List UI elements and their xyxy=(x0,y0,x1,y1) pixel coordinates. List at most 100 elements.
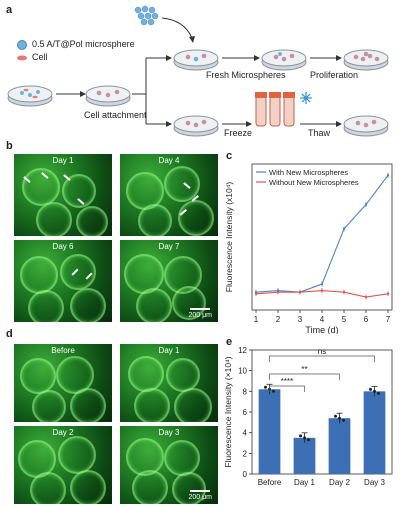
y-axis-label-e: Fluorescence Intensity (×10⁴) xyxy=(223,356,233,467)
freeze-dish-icon xyxy=(173,115,219,137)
x-axis-label-c: Time (d) xyxy=(305,325,338,334)
bar-e xyxy=(293,437,316,474)
x-tick-label-c: 1 xyxy=(254,315,259,324)
data-point-e xyxy=(373,389,376,393)
data-point-c xyxy=(320,282,324,286)
fresh-dish-icon xyxy=(173,49,219,71)
x-tick-label-e: Day 1 xyxy=(294,478,315,487)
scale-label-d: 200 μm xyxy=(188,494,213,501)
bar-chart-e: 0 2 4 6 8 10 12 Fluorescence Intensity (×10⁴) Be… xyxy=(223,346,393,487)
data-point-c xyxy=(320,289,324,292)
micrograph-d-day2: Day 2 xyxy=(14,426,112,504)
bar-e xyxy=(258,389,281,474)
x-tick-label-c: 5 xyxy=(342,315,347,324)
x-tick-label-c: 6 xyxy=(364,315,369,324)
new-microspheres-icon xyxy=(134,5,159,26)
data-point-e xyxy=(369,387,372,391)
label-b-day7: Day 7 xyxy=(158,242,180,251)
cryovial-icon xyxy=(255,92,295,127)
series-line-1 xyxy=(255,175,389,293)
attachment-dish-icon xyxy=(85,85,131,107)
micrograph-b-day7: Day 7 200 μm xyxy=(120,240,218,322)
line-chart-c: 1 2 3 4 5 6 7 Time (d) Fluorescence Intensity (x… xyxy=(224,163,393,334)
schematic-diagram xyxy=(7,5,389,137)
y-tick-label-e: 0 xyxy=(243,470,248,479)
panel-label-c: c xyxy=(226,150,233,162)
legend-cell-text: Cell xyxy=(32,52,48,62)
y-tick-label-e: 6 xyxy=(243,408,248,417)
cell-attachment-text: Cell attachment xyxy=(84,110,147,120)
x-tick-label-e: Day 2 xyxy=(329,478,350,487)
y-tick-label-e: 8 xyxy=(243,387,248,396)
thaw-dish-icon xyxy=(343,115,389,137)
thaw-text: Thaw xyxy=(308,128,331,138)
bar-e xyxy=(328,418,351,474)
label-b-day6: Day 6 xyxy=(52,242,74,251)
data-point-e xyxy=(307,438,310,442)
x-tick-label-e: Day 3 xyxy=(364,478,385,487)
x-tick-label-c: 3 xyxy=(298,315,303,324)
data-point-c xyxy=(298,290,302,294)
snowflake-icon xyxy=(300,92,312,104)
label-b-day4: Day 4 xyxy=(158,156,180,165)
label-d-day3: Day 3 xyxy=(158,428,180,437)
panel-label-e: e xyxy=(226,336,233,348)
proliferation-dish-icon xyxy=(343,49,389,71)
data-point-c xyxy=(342,227,346,231)
initial-dish-icon xyxy=(7,85,53,107)
fresh-microspheres-text: Fresh Microspheres xyxy=(206,70,286,80)
data-point-c xyxy=(364,203,368,206)
x-tick-label-e: Before xyxy=(258,478,282,487)
data-point-c xyxy=(254,292,258,295)
micrograph-d-day1: Day 1 xyxy=(120,344,218,422)
cell-legend-icon xyxy=(17,55,27,61)
micrograph-d-day3: Day 3 200 μm xyxy=(120,426,218,504)
data-point-e xyxy=(377,391,380,395)
label-b-day1: Day 1 xyxy=(52,156,74,165)
micrograph-b-day4: Day 4 xyxy=(120,154,218,236)
microsphere-legend-icon xyxy=(17,40,27,50)
label-d-day1: Day 1 xyxy=(158,346,180,355)
x-tick-label-c: 4 xyxy=(320,315,325,324)
micrograph-b-day1: Day 1 xyxy=(14,154,112,236)
y-axis-label-c: Fluorescence Intensity (x10⁴) xyxy=(224,182,234,293)
scale-bar-d xyxy=(190,490,210,492)
label-d-before: Before xyxy=(51,346,75,355)
y-tick-label-e: 10 xyxy=(238,367,247,376)
scale-label-b: 200 μm xyxy=(188,312,213,319)
panel-label-d: d xyxy=(6,328,13,340)
data-point-c xyxy=(386,174,390,177)
mixed-dish-icon xyxy=(261,49,307,71)
data-point-c xyxy=(364,295,368,299)
scale-bar-b xyxy=(190,308,210,310)
micrograph-b-day6: Day 6 xyxy=(14,240,112,322)
label-d-day2: Day 2 xyxy=(52,428,74,437)
significance-bracket-e xyxy=(269,355,375,362)
data-point-e xyxy=(272,389,275,393)
data-point-c xyxy=(342,290,346,294)
data-point-e xyxy=(264,385,267,389)
y-tick-label-e: 4 xyxy=(243,429,248,438)
freeze-text: Freeze xyxy=(224,128,253,138)
data-point-e xyxy=(342,418,345,422)
micrograph-d-before: Before xyxy=(14,344,112,422)
panel-label-a: a xyxy=(6,4,13,16)
y-tick-label-e: 12 xyxy=(238,346,247,355)
data-point-e xyxy=(334,414,337,418)
data-point-e xyxy=(299,434,302,438)
data-point-c xyxy=(386,292,390,295)
legend-label-c: Without New Microspheres xyxy=(269,178,359,187)
significance-bracket-e xyxy=(269,373,340,380)
legend-microsphere-text: 0.5 A/T@Pol microsphere xyxy=(32,39,135,49)
x-tick-label-c: 2 xyxy=(276,315,281,324)
data-point-e xyxy=(338,416,341,420)
bar-e xyxy=(363,391,386,474)
significance-label-e: ** xyxy=(301,365,307,374)
data-point-e xyxy=(303,436,306,440)
x-tick-label-c: 7 xyxy=(386,315,391,324)
significance-bracket-e xyxy=(269,385,305,392)
y-tick-label-e: 2 xyxy=(243,449,248,458)
proliferation-text: Proliferation xyxy=(310,70,359,80)
significance-label-e: ns xyxy=(318,347,326,356)
legend-label-c: With New Microspheres xyxy=(269,168,348,177)
